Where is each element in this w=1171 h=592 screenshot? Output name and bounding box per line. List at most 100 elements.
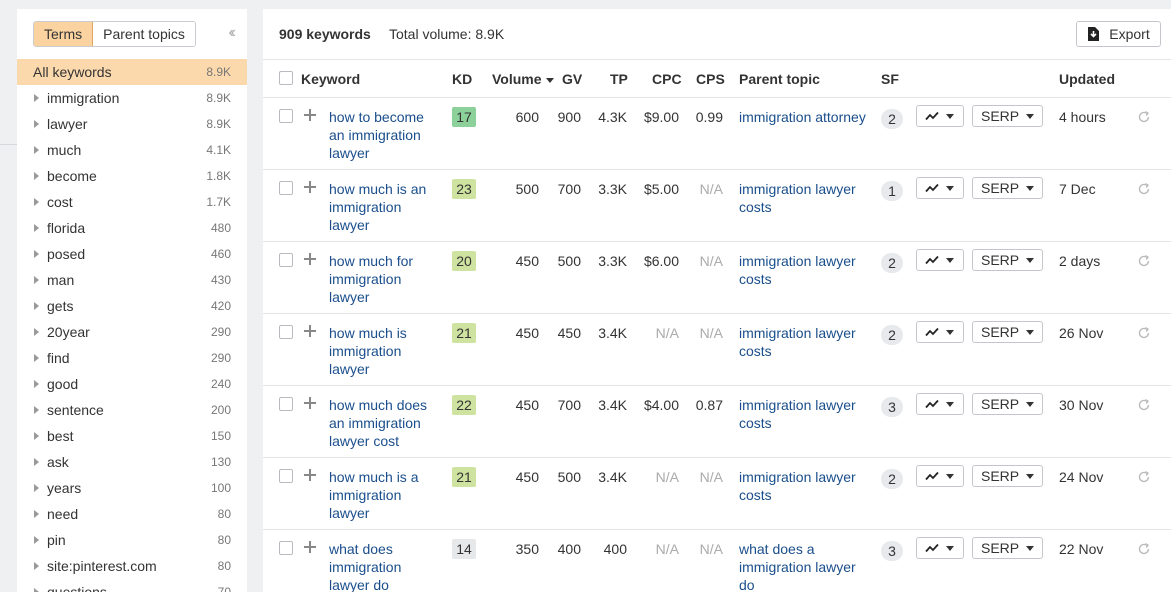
- sidebar-term-item[interactable]: need 80: [17, 501, 247, 527]
- parent-topic-link[interactable]: immigration attorney: [739, 109, 866, 125]
- serp-dropdown[interactable]: SERP: [972, 537, 1043, 559]
- sidebar-term-item[interactable]: man 430: [17, 267, 247, 293]
- caret-right-icon[interactable]: [34, 302, 39, 310]
- keyword-link[interactable]: what does immigration lawyer do: [329, 541, 402, 592]
- trend-dropdown[interactable]: [916, 177, 964, 199]
- sidebar-item-all-keywords[interactable]: All keywords 8.9K: [17, 59, 247, 85]
- plus-icon[interactable]: [304, 109, 316, 121]
- caret-right-icon[interactable]: [34, 198, 39, 206]
- parent-topic-link[interactable]: immigration lawyer costs: [739, 325, 856, 359]
- sidebar-term-item[interactable]: pin 80: [17, 527, 247, 553]
- sidebar-term-item[interactable]: posed 460: [17, 241, 247, 267]
- sf-count-badge[interactable]: 3: [881, 541, 903, 561]
- caret-right-icon[interactable]: [34, 146, 39, 154]
- caret-right-icon[interactable]: [34, 354, 39, 362]
- caret-right-icon[interactable]: [34, 94, 39, 102]
- caret-right-icon[interactable]: [34, 406, 39, 414]
- serp-dropdown[interactable]: SERP: [972, 249, 1043, 271]
- keyword-link[interactable]: how much for immigration lawyer: [329, 253, 414, 305]
- parent-topic-link[interactable]: immigration lawyer costs: [739, 469, 856, 503]
- parent-topic-link[interactable]: immigration lawyer costs: [739, 181, 856, 215]
- plus-icon[interactable]: [304, 541, 316, 553]
- row-checkbox[interactable]: [279, 253, 293, 267]
- serp-dropdown[interactable]: SERP: [972, 105, 1043, 127]
- parent-topic-link[interactable]: what does a immigration lawyer do: [739, 541, 856, 592]
- caret-right-icon[interactable]: [34, 432, 39, 440]
- col-cpc[interactable]: CPC: [652, 71, 682, 87]
- col-updated[interactable]: Updated: [1059, 71, 1115, 87]
- trend-dropdown[interactable]: [916, 105, 964, 127]
- trend-dropdown[interactable]: [916, 393, 964, 415]
- sidebar-term-item[interactable]: become 1.8K: [17, 163, 247, 189]
- col-tp[interactable]: TP: [610, 71, 628, 87]
- serp-dropdown[interactable]: SERP: [972, 321, 1043, 343]
- refresh-icon[interactable]: [1137, 254, 1151, 268]
- keyword-link[interactable]: how much does an immigration lawyer cost: [329, 397, 428, 449]
- caret-right-icon[interactable]: [34, 224, 39, 232]
- sidebar-term-item[interactable]: years 100: [17, 475, 247, 501]
- col-sf[interactable]: SF: [881, 71, 899, 87]
- serp-dropdown[interactable]: SERP: [972, 465, 1043, 487]
- refresh-icon[interactable]: [1137, 470, 1151, 484]
- trend-dropdown[interactable]: [916, 537, 964, 559]
- caret-right-icon[interactable]: [34, 250, 39, 258]
- plus-icon[interactable]: [304, 181, 316, 193]
- refresh-icon[interactable]: [1137, 398, 1151, 412]
- caret-right-icon[interactable]: [34, 328, 39, 336]
- plus-icon[interactable]: [304, 253, 316, 265]
- refresh-icon[interactable]: [1137, 542, 1151, 556]
- double-chevron-left-icon[interactable]: ‹‹: [228, 24, 235, 41]
- select-all-checkbox[interactable]: [279, 71, 293, 85]
- sidebar-term-item[interactable]: find 290: [17, 345, 247, 371]
- trend-dropdown[interactable]: [916, 249, 964, 271]
- sidebar-term-item[interactable]: site:pinterest.com 80: [17, 553, 247, 579]
- row-checkbox[interactable]: [279, 469, 293, 483]
- sidebar-term-item[interactable]: cost 1.7K: [17, 189, 247, 215]
- sidebar-term-item[interactable]: ask 130: [17, 449, 247, 475]
- row-checkbox[interactable]: [279, 541, 293, 555]
- col-gv[interactable]: GV: [562, 71, 583, 87]
- refresh-icon[interactable]: [1137, 326, 1151, 340]
- sidebar-term-item[interactable]: gets 420: [17, 293, 247, 319]
- keyword-link[interactable]: how much is immigration lawyer: [329, 325, 407, 377]
- col-cps[interactable]: CPS: [696, 71, 725, 87]
- tab-terms[interactable]: Terms: [34, 22, 94, 46]
- caret-right-icon[interactable]: [34, 380, 39, 388]
- caret-right-icon[interactable]: [34, 458, 39, 466]
- plus-icon[interactable]: [304, 325, 316, 337]
- sidebar-term-item[interactable]: lawyer 8.9K: [17, 111, 247, 137]
- sidebar-term-item[interactable]: immigration 8.9K: [17, 85, 247, 111]
- trend-dropdown[interactable]: [916, 465, 964, 487]
- sf-count-badge[interactable]: 2: [881, 325, 903, 345]
- sf-count-badge[interactable]: 2: [881, 253, 903, 273]
- caret-right-icon[interactable]: [34, 536, 39, 544]
- parent-topic-link[interactable]: immigration lawyer costs: [739, 253, 856, 287]
- sidebar-term-item[interactable]: best 150: [17, 423, 247, 449]
- row-checkbox[interactable]: [279, 325, 293, 339]
- caret-right-icon[interactable]: [34, 172, 39, 180]
- caret-right-icon[interactable]: [34, 588, 39, 592]
- sidebar-term-item[interactable]: sentence 200: [17, 397, 247, 423]
- col-parent-topic[interactable]: Parent topic: [739, 71, 820, 87]
- caret-right-icon[interactable]: [34, 120, 39, 128]
- serp-dropdown[interactable]: SERP: [972, 177, 1043, 199]
- sf-count-badge[interactable]: 2: [881, 109, 903, 129]
- keyword-link[interactable]: how to become an immigration lawyer: [329, 109, 424, 161]
- plus-icon[interactable]: [304, 397, 316, 409]
- sf-count-badge[interactable]: 2: [881, 469, 903, 489]
- parent-topic-link[interactable]: immigration lawyer costs: [739, 397, 856, 431]
- sidebar-term-item[interactable]: 20year 290: [17, 319, 247, 345]
- sf-count-badge[interactable]: 1: [881, 181, 903, 201]
- sf-count-badge[interactable]: 3: [881, 397, 903, 417]
- sidebar-term-item[interactable]: much 4.1K: [17, 137, 247, 163]
- serp-dropdown[interactable]: SERP: [972, 393, 1043, 415]
- col-kd[interactable]: KD: [452, 71, 473, 87]
- keyword-link[interactable]: how much is a immigration lawyer: [329, 469, 419, 521]
- col-keyword[interactable]: Keyword: [301, 71, 361, 87]
- keyword-link[interactable]: how much is an immigration lawyer: [329, 181, 427, 233]
- refresh-icon[interactable]: [1137, 110, 1151, 124]
- trend-dropdown[interactable]: [916, 321, 964, 343]
- row-checkbox[interactable]: [279, 397, 293, 411]
- caret-right-icon[interactable]: [34, 276, 39, 284]
- sidebar-term-item[interactable]: florida 480: [17, 215, 247, 241]
